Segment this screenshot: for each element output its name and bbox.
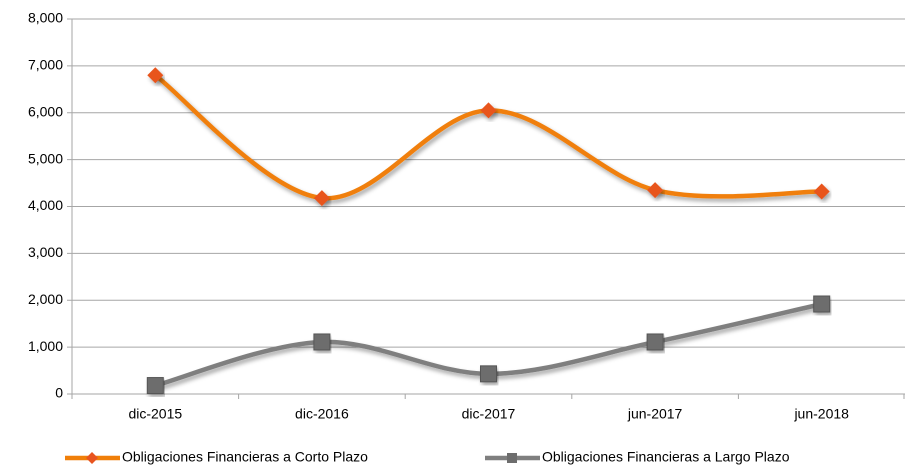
series-line <box>153 73 822 201</box>
y-tick-label: 8,000 <box>28 10 63 26</box>
data-point <box>813 183 830 200</box>
x-tick-label: dic-2017 <box>462 406 516 422</box>
y-tick-label: 6,000 <box>28 103 63 119</box>
y-tick-label: 3,000 <box>28 244 63 260</box>
data-point <box>646 333 664 351</box>
legend-marker <box>86 452 98 464</box>
y-tick-label: 0 <box>55 385 63 401</box>
y-tick-label: 2,000 <box>28 291 63 307</box>
legend-label: Obligaciones Financieras a Largo Plazo <box>542 449 790 465</box>
data-point <box>146 377 164 395</box>
y-tick-label: 1,000 <box>28 338 63 354</box>
data-point <box>313 333 331 351</box>
legend-marker <box>507 453 517 463</box>
y-tick-label: 4,000 <box>28 197 63 213</box>
data-point <box>813 295 831 313</box>
x-tick-label: dic-2016 <box>295 406 349 422</box>
x-tick-label: dic-2015 <box>128 406 182 422</box>
x-tick-label: jun-2017 <box>627 406 683 422</box>
data-point <box>147 67 164 84</box>
y-tick-label: 5,000 <box>28 150 63 166</box>
data-point <box>480 102 497 119</box>
y-tick-label: 7,000 <box>28 57 63 73</box>
legend-label: Obligaciones Financieras a Corto Plazo <box>122 449 368 465</box>
data-point <box>313 190 330 207</box>
data-point <box>647 182 664 199</box>
x-tick-label: jun-2018 <box>793 406 849 422</box>
data-point <box>480 365 497 383</box>
